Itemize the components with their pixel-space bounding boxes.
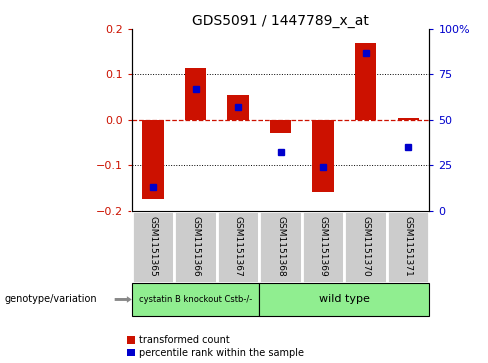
Text: GSM1151365: GSM1151365	[148, 216, 158, 277]
Bar	[398, 118, 419, 120]
Bar	[142, 120, 163, 199]
Text: genotype/variation: genotype/variation	[5, 294, 98, 305]
Bar	[259, 211, 302, 283]
Text: GSM1151371: GSM1151371	[404, 216, 413, 277]
Bar	[312, 120, 334, 192]
Bar	[302, 211, 345, 283]
Bar	[185, 68, 206, 120]
Legend: transformed count, percentile rank within the sample: transformed count, percentile rank withi…	[127, 335, 304, 358]
Text: GSM1151366: GSM1151366	[191, 216, 200, 277]
Bar	[387, 211, 429, 283]
Bar	[345, 211, 387, 283]
Title: GDS5091 / 1447789_x_at: GDS5091 / 1447789_x_at	[192, 14, 369, 28]
Text: GSM1151370: GSM1151370	[361, 216, 370, 277]
Bar	[217, 211, 259, 283]
Bar	[270, 120, 291, 134]
Text: wild type: wild type	[319, 294, 370, 305]
Bar	[132, 283, 259, 316]
Text: GSM1151368: GSM1151368	[276, 216, 285, 277]
Bar	[132, 211, 174, 283]
Bar	[259, 283, 429, 316]
Bar	[174, 211, 217, 283]
Text: GSM1151369: GSM1151369	[319, 216, 327, 277]
Bar	[355, 43, 376, 120]
Text: GSM1151367: GSM1151367	[234, 216, 243, 277]
Bar	[227, 95, 249, 120]
Text: cystatin B knockout Cstb-/-: cystatin B knockout Cstb-/-	[139, 295, 252, 304]
